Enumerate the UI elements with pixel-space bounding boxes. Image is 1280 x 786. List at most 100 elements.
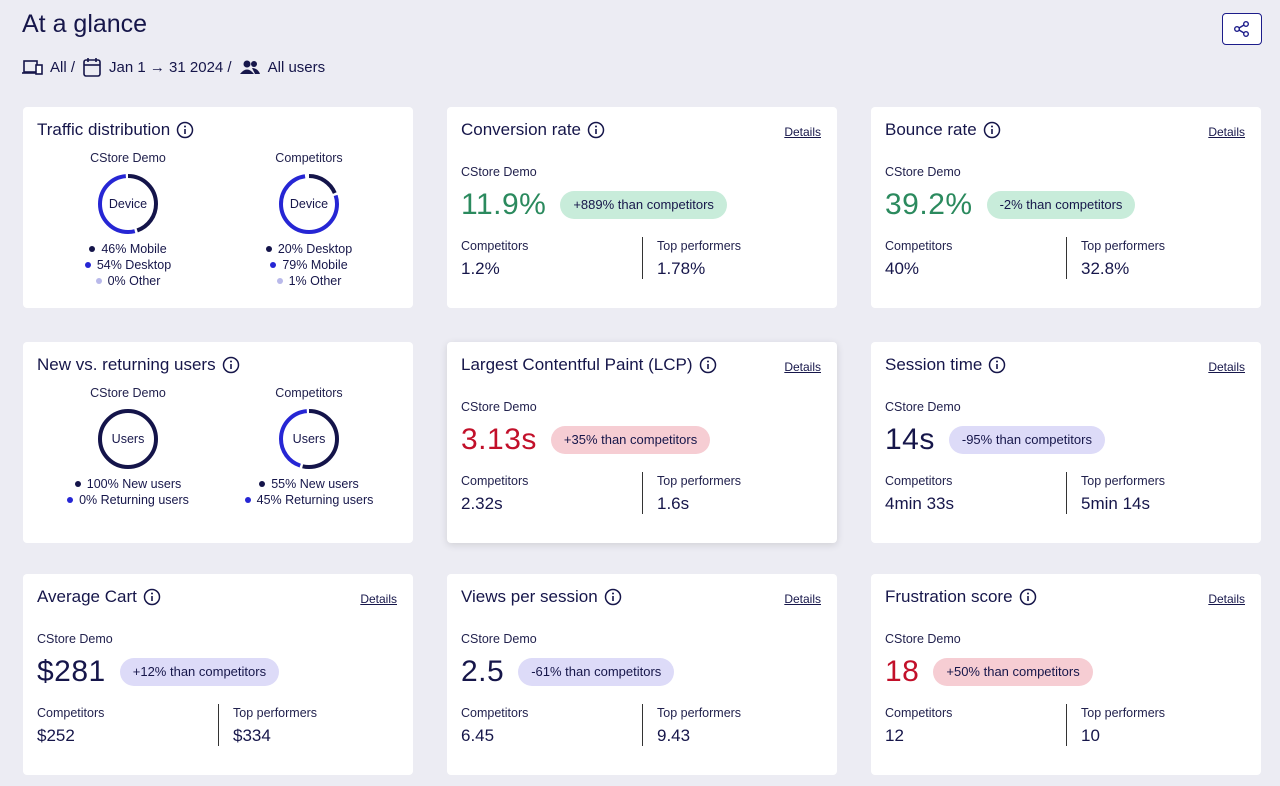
comparison-badge: +12% than competitors bbox=[119, 658, 280, 686]
donut: Users bbox=[98, 409, 158, 469]
value-row: 3.13s +35% than competitors bbox=[461, 422, 711, 458]
card-title: Bounce rate bbox=[885, 120, 1001, 140]
value-row: 39.2% -2% than competitors bbox=[885, 187, 1136, 223]
top-label: Top performers bbox=[1081, 239, 1166, 253]
subject: CStore Demo bbox=[461, 632, 537, 646]
details-link[interactable]: Details bbox=[784, 592, 821, 606]
competitors-label: Competitors bbox=[37, 706, 105, 720]
subject: CStore Demo bbox=[885, 400, 961, 414]
competitors-label: Competitors bbox=[461, 706, 529, 720]
legend-label: 20% Desktop bbox=[277, 242, 353, 256]
donut-group: Competitors Users 55% New users 45% Returni… bbox=[219, 386, 399, 508]
competitors-value: $252 bbox=[37, 726, 75, 745]
legend-item: 20% Desktop bbox=[219, 241, 399, 257]
info-circle bbox=[1019, 588, 1036, 606]
competitors-label: Competitors bbox=[461, 239, 529, 253]
donut: Device bbox=[279, 174, 339, 234]
info-dot bbox=[150, 592, 153, 595]
legend-dot bbox=[276, 278, 283, 284]
top-value: 1.78% bbox=[657, 259, 706, 278]
card-title-text: Largest Contentful Paint (LCP) bbox=[461, 355, 693, 374]
competitors-value: 40% bbox=[885, 259, 920, 278]
metric-card: Views per session Details CStore Demo 2.5 -6… bbox=[447, 574, 837, 775]
top-value: 1.6s bbox=[657, 494, 690, 513]
competitors-value: 2.32s bbox=[461, 494, 503, 513]
info-dot bbox=[229, 360, 232, 363]
competitors-label: Competitors bbox=[461, 474, 529, 488]
top-label: Top performers bbox=[1081, 474, 1166, 488]
donut-segment bbox=[279, 174, 339, 234]
legend-dot bbox=[67, 497, 74, 503]
legend-dot bbox=[270, 262, 277, 268]
divider bbox=[1066, 237, 1067, 279]
info-icon bbox=[176, 121, 194, 139]
details-link[interactable]: Details bbox=[1208, 360, 1245, 374]
competitors-value: 12 bbox=[885, 726, 904, 745]
donut-center-label: Users bbox=[112, 432, 145, 446]
info-circle bbox=[587, 121, 605, 139]
donut-center-label: Device bbox=[290, 197, 328, 211]
legend-label: 1% Other bbox=[288, 274, 342, 288]
group-name: Competitors bbox=[275, 386, 343, 400]
info-circle bbox=[222, 356, 239, 374]
info-dot bbox=[595, 125, 598, 128]
subject: CStore Demo bbox=[885, 632, 961, 646]
legend-item: 0% Returning users bbox=[38, 492, 218, 508]
top-value: 32.8% bbox=[1081, 259, 1130, 278]
filter-device[interactable]: All / bbox=[50, 58, 76, 76]
main-value: 3.13s bbox=[461, 423, 537, 456]
legend-item: 1% Other bbox=[219, 273, 399, 289]
subject: CStore Demo bbox=[461, 400, 537, 414]
details-link[interactable]: Details bbox=[360, 592, 397, 606]
details-link[interactable]: Details bbox=[1208, 125, 1245, 139]
top-value: $334 bbox=[233, 726, 271, 745]
top-label: Top performers bbox=[233, 706, 318, 720]
legend-label: 54% Desktop bbox=[96, 258, 172, 272]
legend-label: 55% New users bbox=[271, 477, 359, 491]
main-value: 2.5 bbox=[461, 655, 505, 688]
details-link[interactable]: Details bbox=[784, 360, 821, 374]
donut-card: Traffic distribution CStore Demo Device 46%… bbox=[23, 107, 413, 308]
share-icon bbox=[1234, 21, 1249, 37]
competitors-label: Competitors bbox=[885, 239, 953, 253]
info-circle bbox=[176, 121, 194, 139]
value-row: 14s -95% than competitors bbox=[885, 422, 1105, 458]
donut-group: Competitors Device 20% Desktop 79% Mobile 1%… bbox=[219, 151, 399, 289]
donut-center-label: Users bbox=[293, 432, 326, 446]
metric-card: Average Cart Details CStore Demo $281 +12% t… bbox=[23, 574, 413, 775]
legend-label: 45% Returning users bbox=[256, 493, 374, 507]
top-label: Top performers bbox=[1081, 706, 1166, 720]
donut-segment bbox=[98, 174, 158, 234]
legend-dot bbox=[84, 262, 91, 268]
value-row: $281 +12% than competitors bbox=[37, 654, 280, 690]
card-title: Average Cart bbox=[37, 587, 161, 607]
competitors-label: Competitors bbox=[885, 706, 953, 720]
comparison-badge: +889% than competitors bbox=[560, 191, 727, 219]
legend-dot bbox=[74, 481, 81, 487]
info-circle bbox=[983, 121, 1000, 139]
filter-users[interactable]: All users bbox=[267, 58, 326, 76]
details-link[interactable]: Details bbox=[784, 125, 821, 139]
details-link[interactable]: Details bbox=[1208, 592, 1245, 606]
legend-item: 46% Mobile bbox=[38, 241, 218, 257]
value-row: 2.5 -61% than competitors bbox=[461, 654, 675, 690]
main-value: 11.9% bbox=[461, 188, 547, 221]
legend-label: 0% Returning users bbox=[79, 493, 189, 507]
legend-item: 45% Returning users bbox=[219, 492, 399, 508]
card-title-text: Session time bbox=[885, 355, 983, 374]
donut-center-label: Device bbox=[109, 197, 147, 211]
top-value: 5min 14s bbox=[1081, 494, 1150, 513]
info-icon bbox=[587, 121, 605, 139]
legend-dot bbox=[265, 246, 272, 252]
users-icon bbox=[239, 60, 260, 74]
info-icon bbox=[222, 356, 239, 374]
info-icon bbox=[983, 121, 1000, 139]
divider bbox=[218, 704, 219, 746]
legend-item: 100% New users bbox=[38, 476, 218, 492]
donut-card: New vs. returning users CStore Demo Users 1… bbox=[23, 342, 413, 543]
filter-date[interactable]: Jan 1 → 31 2024 / bbox=[109, 58, 232, 76]
share-button[interactable] bbox=[1222, 13, 1262, 45]
card-title-text: Frustration score bbox=[885, 587, 1013, 606]
donut: Users bbox=[279, 409, 339, 469]
